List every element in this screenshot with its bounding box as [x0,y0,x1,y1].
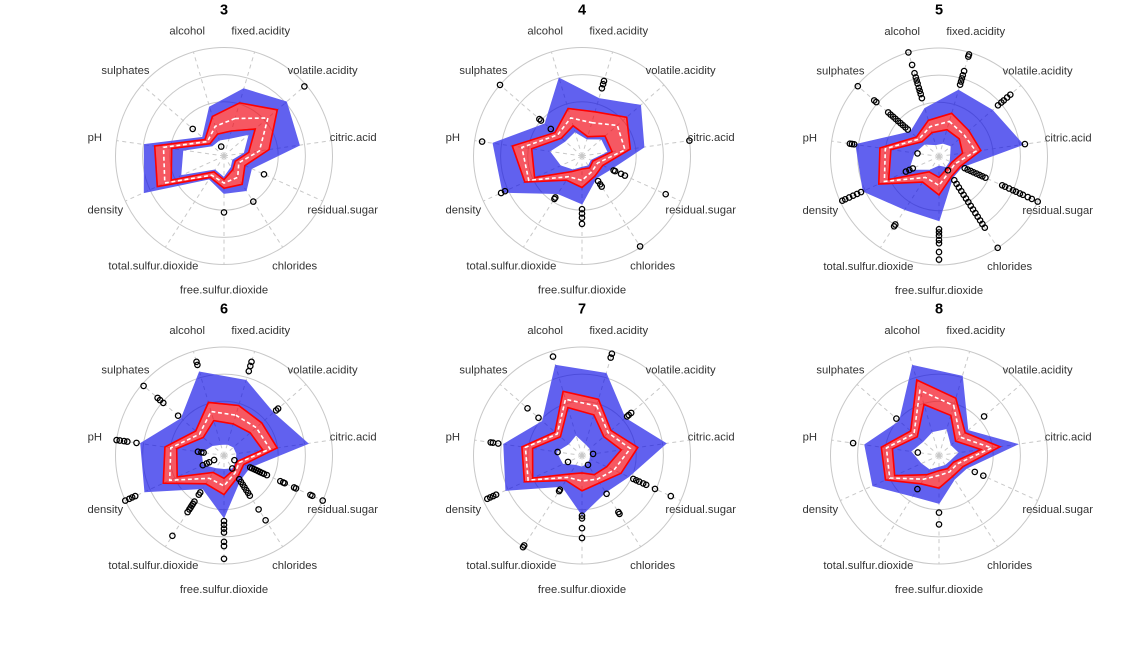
svg-text:free.sulfur.dioxide: free.sulfur.dioxide [538,584,626,596]
svg-text:citric.acid: citric.acid [330,132,377,144]
svg-text:pH: pH [88,132,102,144]
svg-text:chlorides: chlorides [272,560,317,572]
svg-text:volatile.acidity: volatile.acidity [1003,365,1073,377]
svg-text:density: density [87,205,123,217]
svg-text:3: 3 [220,3,228,19]
svg-text:5: 5 [935,3,943,19]
svg-text:chlorides: chlorides [630,260,675,272]
svg-text:volatile.acidity: volatile.acidity [288,365,358,377]
svg-text:chlorides: chlorides [987,261,1032,273]
svg-text:alcohol: alcohol [527,325,563,337]
svg-text:density: density [445,504,481,516]
svg-text:pH: pH [88,431,102,443]
svg-text:citric.acid: citric.acid [1045,431,1092,443]
svg-text:residual.sugar: residual.sugar [665,504,736,516]
svg-text:total.sulfur.dioxide: total.sulfur.dioxide [466,260,556,272]
svg-text:alcohol: alcohol [884,26,920,38]
svg-text:fixed.acidity: fixed.acidity [231,25,290,37]
svg-text:pH: pH [446,431,460,443]
svg-text:density: density [802,205,838,217]
svg-text:sulphates: sulphates [101,65,150,77]
svg-text:sulphates: sulphates [816,66,865,78]
svg-text:volatile.acidity: volatile.acidity [646,365,716,377]
svg-text:fixed.acidity: fixed.acidity [589,325,648,337]
svg-text:free.sulfur.dioxide: free.sulfur.dioxide [180,584,268,596]
svg-text:citric.acid: citric.acid [688,431,735,443]
svg-text:free.sulfur.dioxide: free.sulfur.dioxide [538,285,626,297]
svg-text:density: density [445,205,481,217]
svg-text:pH: pH [803,431,817,443]
svg-text:fixed.acidity: fixed.acidity [946,325,1005,337]
svg-text:total.sulfur.dioxide: total.sulfur.dioxide [823,560,913,572]
svg-text:total.sulfur.dioxide: total.sulfur.dioxide [108,260,198,272]
svg-text:residual.sugar: residual.sugar [1022,504,1093,516]
svg-text:7: 7 [578,302,586,318]
svg-text:fixed.acidity: fixed.acidity [231,325,290,337]
svg-text:4: 4 [578,3,586,19]
svg-text:density: density [87,504,123,516]
svg-text:total.sulfur.dioxide: total.sulfur.dioxide [466,560,556,572]
svg-text:fixed.acidity: fixed.acidity [946,26,1005,38]
svg-text:sulphates: sulphates [459,65,508,77]
svg-text:alcohol: alcohol [169,325,205,337]
svg-text:density: density [802,504,838,516]
svg-text:citric.acid: citric.acid [688,132,735,144]
svg-text:8: 8 [935,302,943,318]
svg-text:fixed.acidity: fixed.acidity [589,25,648,37]
svg-text:alcohol: alcohol [527,25,563,37]
svg-text:chlorides: chlorides [272,260,317,272]
svg-text:residual.sugar: residual.sugar [1022,205,1093,217]
svg-text:chlorides: chlorides [987,560,1032,572]
svg-text:residual.sugar: residual.sugar [307,504,378,516]
svg-text:pH: pH [803,132,817,144]
svg-text:residual.sugar: residual.sugar [307,205,378,217]
svg-text:free.sulfur.dioxide: free.sulfur.dioxide [895,584,983,596]
svg-text:citric.acid: citric.acid [330,431,377,443]
svg-text:pH: pH [446,132,460,144]
svg-text:volatile.acidity: volatile.acidity [288,65,358,77]
svg-text:sulphates: sulphates [816,365,865,377]
svg-text:total.sulfur.dioxide: total.sulfur.dioxide [823,261,913,273]
svg-text:residual.sugar: residual.sugar [665,205,736,217]
svg-text:alcohol: alcohol [169,25,205,37]
svg-text:sulphates: sulphates [101,365,150,377]
svg-text:free.sulfur.dioxide: free.sulfur.dioxide [895,285,983,297]
svg-text:chlorides: chlorides [630,560,675,572]
svg-text:volatile.acidity: volatile.acidity [646,65,716,77]
svg-text:citric.acid: citric.acid [1045,132,1092,144]
svg-text:total.sulfur.dioxide: total.sulfur.dioxide [108,560,198,572]
svg-text:free.sulfur.dioxide: free.sulfur.dioxide [180,285,268,297]
svg-text:6: 6 [220,302,228,318]
svg-text:alcohol: alcohol [884,325,920,337]
svg-text:volatile.acidity: volatile.acidity [1003,66,1073,78]
svg-text:sulphates: sulphates [459,365,508,377]
